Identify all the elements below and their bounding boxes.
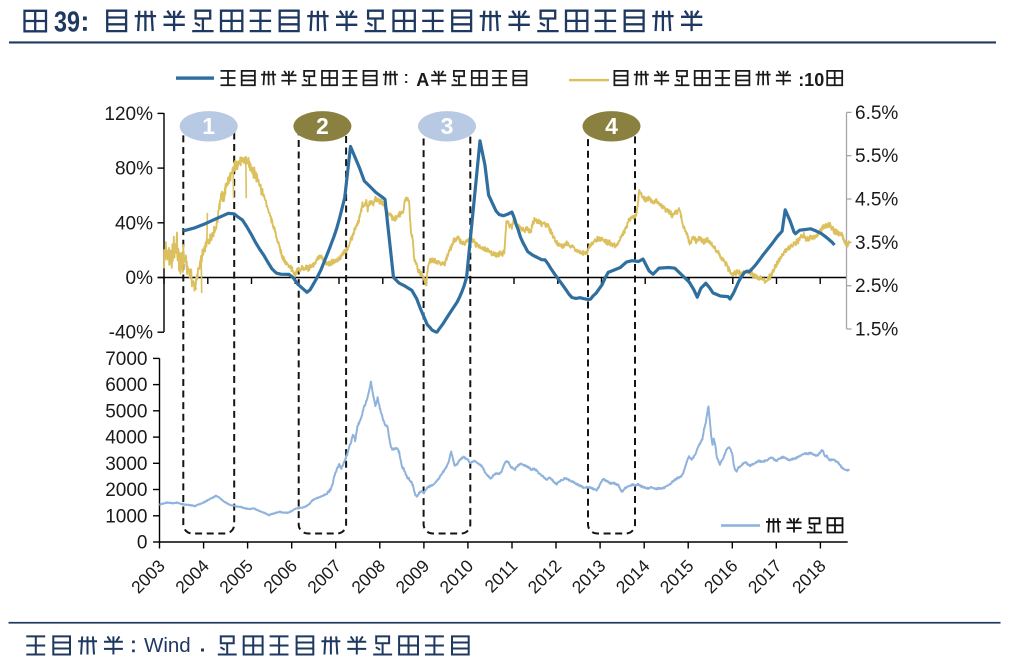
svg-text:2000: 2000 [105, 480, 147, 501]
svg-text:4.5%: 4.5% [855, 190, 898, 211]
svg-text:120%: 120% [104, 104, 153, 125]
svg-text:5000: 5000 [105, 401, 147, 422]
svg-text:80%: 80% [115, 159, 153, 180]
svg-text:3.5%: 3.5% [855, 233, 898, 254]
svg-text:6.5%: 6.5% [855, 103, 898, 124]
svg-text:2: 2 [316, 113, 329, 139]
svg-text:40%: 40% [115, 213, 153, 234]
svg-text:4: 4 [605, 113, 618, 139]
svg-text:4000: 4000 [105, 428, 147, 449]
svg-text:7000: 7000 [105, 349, 147, 370]
svg-text:3000: 3000 [105, 454, 147, 475]
svg-text:1: 1 [202, 113, 215, 139]
svg-text:0: 0 [137, 533, 148, 554]
svg-text:0%: 0% [126, 268, 154, 289]
svg-text:A: A [416, 70, 429, 90]
svg-text:1.5%: 1.5% [855, 320, 898, 341]
svg-text:5.5%: 5.5% [855, 146, 898, 167]
svg-text:6000: 6000 [105, 375, 147, 396]
svg-text:2.5%: 2.5% [855, 276, 898, 297]
svg-text:3: 3 [441, 113, 454, 139]
svg-text:39: 39 [54, 5, 80, 38]
svg-text::10: :10 [798, 70, 824, 90]
svg-text:1000: 1000 [105, 506, 147, 527]
svg-text:-40%: -40% [109, 323, 153, 344]
svg-text:Wind: Wind [144, 634, 191, 657]
